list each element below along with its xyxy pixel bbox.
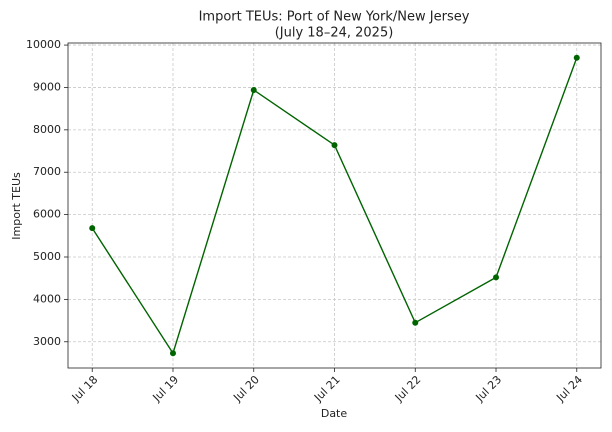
x-tick-label: Jul 20: [230, 373, 262, 405]
y-axis-label: Import TEUs: [10, 172, 23, 240]
y-tick-label: 6000: [33, 208, 61, 221]
plot-frame: [67, 42, 602, 369]
chart-title: Import TEUs: Port of New York/New Jersey: [199, 10, 470, 25]
marker: [169, 350, 176, 357]
x-tick-label: Jul 22: [392, 373, 424, 405]
marker: [331, 142, 338, 149]
y-tick-label: 10000: [26, 38, 61, 51]
y-tick-label: 3000: [33, 335, 61, 348]
x-tick-label: Jul 19: [150, 373, 182, 405]
x-axis-label: Date: [321, 407, 348, 420]
y-tick-label: 4000: [33, 292, 61, 305]
chart-subtitle: (July 18–24, 2025): [275, 26, 394, 41]
marker: [89, 225, 96, 232]
x-tick-label: Jul 23: [473, 373, 505, 405]
marker: [573, 54, 580, 61]
y-tick-label: 5000: [33, 250, 61, 263]
marker: [493, 274, 500, 281]
y-tick-label: 9000: [33, 80, 61, 93]
x-tick-label: Jul 18: [69, 373, 101, 405]
y-tick-label: 8000: [33, 123, 61, 136]
marker: [250, 87, 257, 94]
marker: [412, 319, 419, 326]
y-tick-label: 7000: [33, 165, 61, 178]
x-tick-label: Jul 24: [553, 373, 585, 405]
x-tick-label: Jul 21: [311, 373, 343, 405]
